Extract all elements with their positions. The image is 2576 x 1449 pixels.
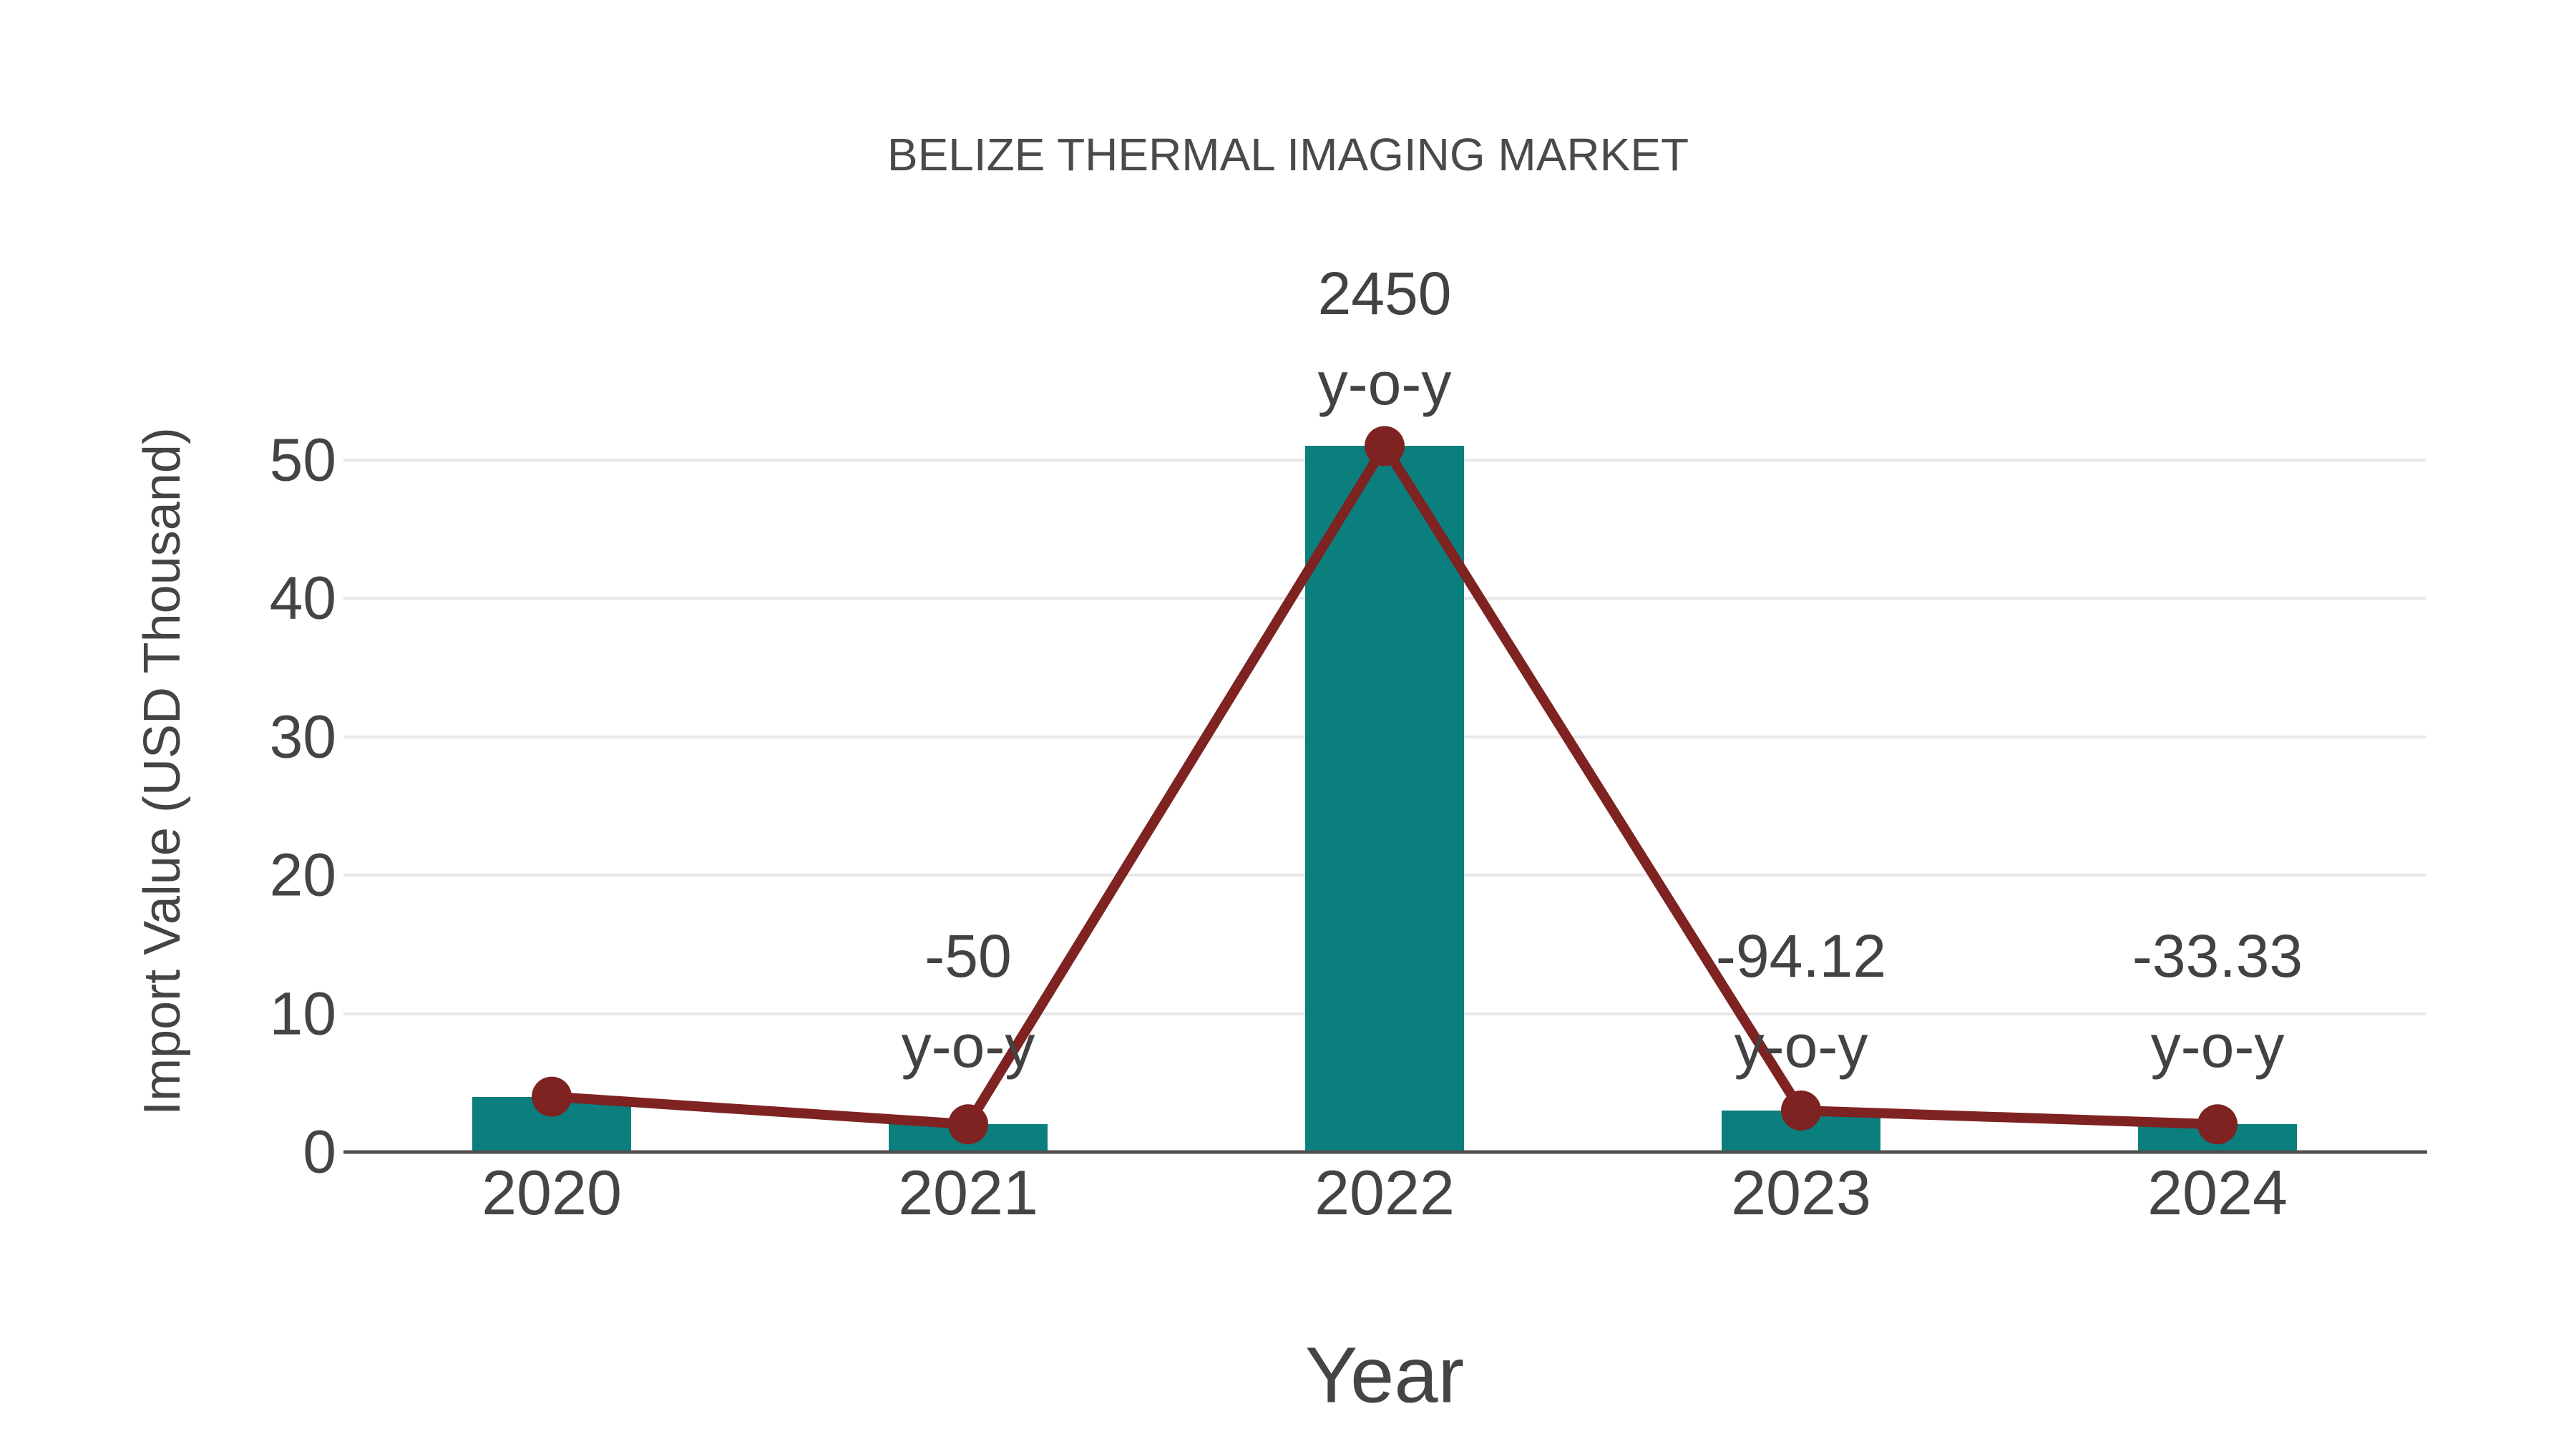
yoy-suffix-2021: y-o-y [901,1013,1035,1080]
chart-title: BELIZE THERMAL IMAGING MARKET [887,129,1689,180]
x-tick-label-2023: 2023 [1731,1157,1871,1228]
yoy-suffix-2024: y-o-y [2150,1013,2285,1080]
yoy-value-2021: -50 [924,922,1012,990]
x-axis-line [343,1150,2427,1154]
line-marker-2022 [1365,426,1405,467]
y-tick-label-20: 20 [269,841,336,909]
bar-2022 [1305,446,1464,1152]
x-tick-label-2022: 2022 [1314,1157,1455,1228]
x-tick-label-2020: 2020 [482,1157,622,1228]
yoy-value-2022: 2450 [1317,260,1452,327]
line-marker-2023 [1781,1090,1821,1131]
yoy-annotation-2023: -94.12 y-o-y [1716,911,1886,1091]
x-tick-label-2024: 2024 [2147,1157,2288,1228]
y-tick-label-0: 0 [303,1118,336,1186]
y-tick-label-50: 50 [269,426,336,494]
yoy-value-2024: -33.33 [2132,922,2303,990]
x-axis-title: Year [1304,1331,1465,1420]
y-tick-label-40: 40 [269,564,336,632]
yoy-suffix-2023: y-o-y [1734,1013,1868,1080]
y-tick-label-10: 10 [269,980,336,1048]
yoy-annotation-2022: 2450 y-o-y [1318,248,1452,429]
line-marker-2020 [532,1076,572,1117]
x-tick-label-2021: 2021 [898,1157,1038,1228]
trend-line [551,436,2218,1130]
line-marker-2024 [2197,1104,2238,1145]
line-marker-2021 [948,1104,988,1145]
yoy-annotation-2024: -33.33 y-o-y [2132,911,2303,1091]
yoy-value-2023: -94.12 [1715,922,1887,990]
yoy-suffix-2022: y-o-y [1317,350,1452,417]
yoy-annotation-2021: -50 y-o-y [902,911,1035,1091]
y-tick-label-30: 30 [269,703,336,771]
